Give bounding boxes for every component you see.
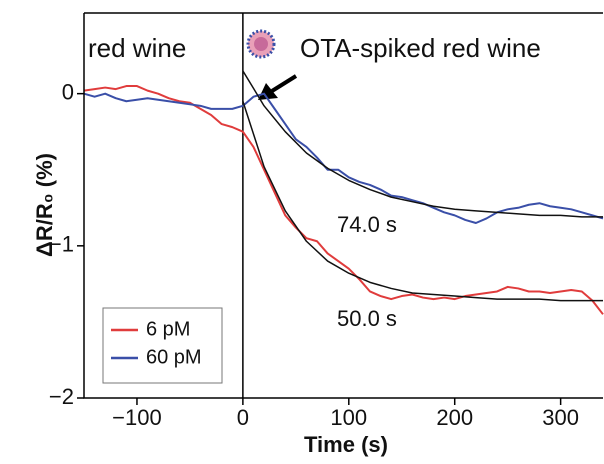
legend-label: 60 pM xyxy=(146,346,202,368)
fit-line xyxy=(242,70,603,218)
frame xyxy=(83,12,603,399)
annotation: OTA-spiked red wine xyxy=(300,33,541,63)
annotation: 50.0 s xyxy=(337,306,397,331)
data-line xyxy=(83,85,604,315)
x-tick-label: −100 xyxy=(112,405,162,430)
x-tick-label: 300 xyxy=(542,405,579,430)
x-axis-title: Time (s) xyxy=(304,432,388,457)
arrow-shaft xyxy=(270,74,298,93)
y-tick-label: −2 xyxy=(49,384,74,409)
nanoparticle-core xyxy=(254,37,268,51)
y-axis-title: ΔR/R₀ (%) xyxy=(32,153,57,257)
x-tick-label: 0 xyxy=(237,405,249,430)
arrow-head xyxy=(258,83,278,100)
legend-box xyxy=(102,307,223,384)
y-tick-label: −1 xyxy=(49,232,74,257)
data-line xyxy=(83,92,604,224)
annotation: red wine xyxy=(88,33,186,63)
y-tick-label: 0 xyxy=(62,79,74,104)
x-tick-label: 200 xyxy=(436,405,473,430)
legend-label: 6 pM xyxy=(146,318,190,340)
x-tick-label: 100 xyxy=(330,405,367,430)
fit-line xyxy=(242,101,603,302)
annotation: 74.0 s xyxy=(337,212,397,237)
